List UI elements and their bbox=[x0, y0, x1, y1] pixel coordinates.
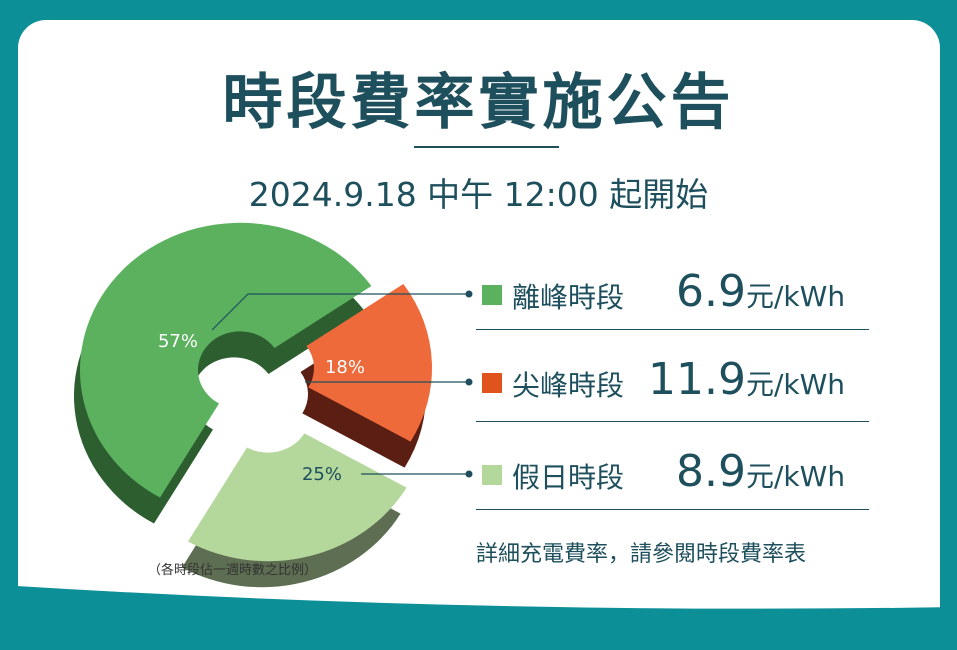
peak-price-unit: 元/kWh bbox=[745, 368, 846, 401]
slice-label: 18% bbox=[325, 357, 365, 378]
leader-dot bbox=[465, 290, 473, 298]
leader-dot bbox=[465, 378, 473, 386]
slice-label: 57% bbox=[158, 331, 198, 352]
pie-slice bbox=[188, 433, 407, 562]
offpeak-price-unit: 元/kWh bbox=[745, 280, 846, 313]
page-title: 時段費率實施公告 bbox=[222, 68, 735, 138]
holiday-price-value: 8.9 bbox=[676, 446, 746, 497]
pie-note: （各時段佔一週時數之比例） bbox=[148, 563, 318, 578]
slice-label: 25% bbox=[302, 464, 342, 485]
peak-name: 尖峰時段 bbox=[512, 369, 625, 402]
offpeak-price: 6.9元/kWh bbox=[676, 266, 845, 317]
start-date: 2024.9.18 中午 12:00 起開始 bbox=[248, 175, 709, 214]
holiday-price: 8.9元/kWh bbox=[676, 446, 845, 497]
peak-swatch bbox=[482, 373, 502, 393]
leader-dot bbox=[465, 470, 473, 478]
leader-line bbox=[211, 293, 468, 331]
rate-row-offpeak: 離峰時段 6.9元/kWh bbox=[476, 264, 871, 324]
holiday-price-unit: 元/kWh bbox=[745, 460, 846, 493]
rate-row-holiday: 假日時段 8.9元/kWh bbox=[476, 444, 871, 504]
bottom-wave bbox=[0, 585, 957, 650]
footer-note: 詳細充電費率，請參閱時段費率表 bbox=[476, 542, 807, 567]
rate-divider bbox=[476, 329, 869, 330]
holiday-name: 假日時段 bbox=[512, 461, 625, 494]
pie-slice bbox=[80, 222, 372, 498]
offpeak-name: 離峰時段 bbox=[512, 281, 625, 314]
holiday-swatch bbox=[482, 465, 502, 485]
offpeak-price-value: 6.9 bbox=[676, 266, 746, 317]
title-divider bbox=[414, 146, 559, 148]
rate-divider bbox=[476, 509, 869, 510]
peak-price-value: 11.9 bbox=[648, 354, 746, 405]
pie-slice bbox=[306, 283, 433, 442]
offpeak-swatch bbox=[482, 285, 502, 305]
rate-row-peak: 尖峰時段 11.9元/kWh bbox=[476, 352, 871, 412]
rate-divider bbox=[476, 421, 869, 422]
peak-price: 11.9元/kWh bbox=[648, 354, 845, 405]
